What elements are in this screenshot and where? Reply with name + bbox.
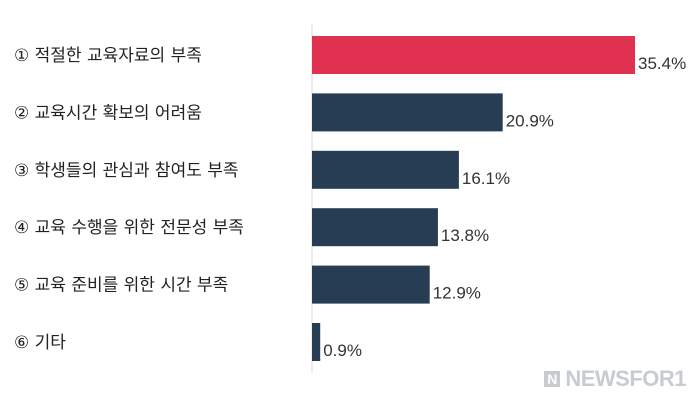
bar-5 bbox=[312, 265, 430, 304]
value-label-3: 16.1% bbox=[462, 169, 510, 188]
category-label-6: ⑥ 기타 bbox=[14, 333, 66, 353]
category-label-3: ③ 학생들의 관심과 참여도 부족 bbox=[14, 161, 239, 181]
bar-3 bbox=[312, 150, 459, 189]
bar-1 bbox=[312, 36, 635, 74]
category-label-4: ④ 교육 수행을 위한 전문성 부족 bbox=[14, 218, 244, 238]
category-label-1: ① 적절한 교육자료의 부족 bbox=[14, 46, 202, 66]
value-label-2: 20.9% bbox=[506, 111, 554, 130]
bar-4 bbox=[312, 208, 438, 247]
bar-2 bbox=[312, 93, 503, 132]
watermark-text: NEWSFOR1 bbox=[565, 366, 686, 391]
newsfor1-watermark: N NEWSFOR1 bbox=[542, 366, 686, 392]
bar-6 bbox=[312, 323, 321, 361]
watermark-logo-icon: N bbox=[542, 369, 563, 389]
value-label-6: 0.9% bbox=[323, 341, 362, 360]
category-label-2: ② 교육시간 확보의 어려움 bbox=[14, 103, 202, 123]
value-label-4: 13.8% bbox=[441, 226, 489, 245]
value-label-1: 35.4% bbox=[638, 54, 686, 73]
category-label-5: ⑤ 교육 준비를 위한 시간 부족 bbox=[14, 276, 228, 296]
value-label-5: 12.9% bbox=[433, 284, 481, 303]
